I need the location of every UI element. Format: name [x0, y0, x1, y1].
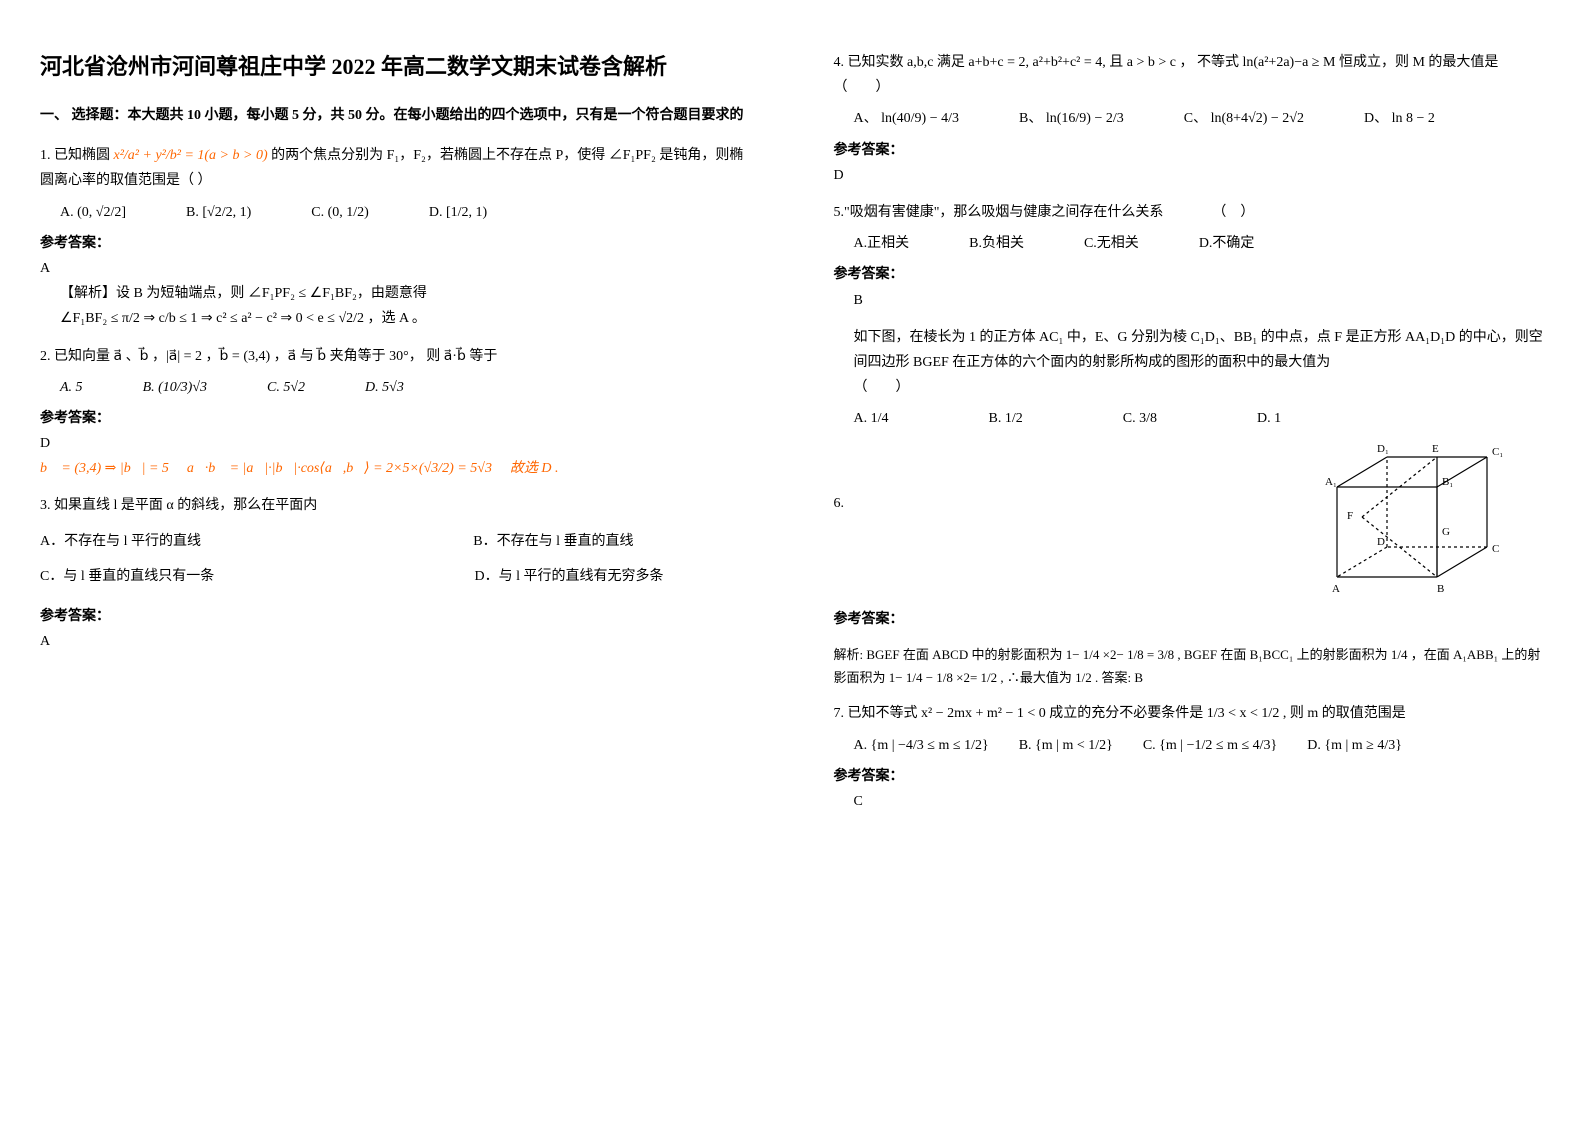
- q5-opt-c: C.无相关: [1084, 231, 1139, 256]
- q4-opt-b: B、 ln(16/9) − 2/3: [1019, 106, 1124, 131]
- cube-label-c: C: [1492, 543, 1499, 555]
- q3-row1: A．不存在与 l 平行的直线 B．不存在与 l 垂直的直线: [40, 529, 754, 554]
- q1-explanation-2: ∠F₁BF₂ ≤ π/2 ⇒ c/b ≤ 1 ⇒ c² ≤ a² − c² ⇒ …: [60, 306, 754, 331]
- q6-explanation: 解析: BGEF 在面 ABCD 中的射影面积为 1− 1/4 ×2− 1/8 …: [834, 643, 1548, 690]
- question-1: 1. 已知椭圆 x²/a² + y²/b² = 1(a > b > 0) 的两个…: [40, 143, 754, 331]
- q2-answer: D: [40, 431, 754, 456]
- q4-opt-d: D、 ln 8 − 2: [1364, 106, 1435, 131]
- cube-label-d: D: [1377, 536, 1385, 548]
- q1-opt-d: D. [1/2, 1): [429, 200, 487, 225]
- q2-stem: 2. 已知向量 a⃗ 、b⃗ ，|a⃗| = 2 ，b⃗ = (3,4) ，a⃗…: [40, 344, 754, 369]
- q6-stem: 如下图，在棱长为 1 的正方体 AC₁ 中，E、G 分别为棱 C₁D₁、BB₁ …: [854, 325, 1548, 401]
- q3-opt-a: A．不存在与 l 平行的直线: [40, 529, 201, 554]
- q7-opt-b: B. {m | m < 1/2}: [1019, 733, 1113, 758]
- q5-opt-b: B.负相关: [969, 231, 1024, 256]
- q1-opt-b: B. [√2/2, 1): [186, 200, 251, 225]
- question-5: 5."吸烟有害健康"，那么吸烟与健康之间存在什么关系 （ ） A.正相关 B.负…: [834, 200, 1548, 313]
- q3-opt-b: B．不存在与 l 垂直的直线: [473, 529, 633, 554]
- q4-opt-a: A、 ln(40/9) − 4/3: [854, 106, 960, 131]
- q4-opt-c: C、 ln(8+4√2) − 2√2: [1184, 106, 1304, 131]
- q3-answer: A: [40, 629, 754, 654]
- cube-label-b: B: [1437, 583, 1444, 595]
- cube-label-a: A: [1332, 583, 1340, 595]
- q2-options: A. 5 B. (10/3)√3 C. 5√2 D. 5√3: [60, 375, 754, 400]
- q1-stem: 1. 已知椭圆 x²/a² + y²/b² = 1(a > b > 0) 的两个…: [40, 143, 754, 193]
- cube-label-d1: D₁: [1377, 443, 1389, 455]
- q2-opt-d: D. 5√3: [365, 375, 404, 400]
- q7-opt-c: C. {m | −1/2 ≤ m ≤ 4/3}: [1143, 733, 1277, 758]
- q7-answer: C: [854, 789, 1548, 814]
- q5-opt-a: A.正相关: [854, 231, 910, 256]
- q3-row2: C．与 l 垂直的直线只有一条 D．与 l 平行的直线有无穷多条: [40, 564, 754, 589]
- left-column: 河北省沧州市河间尊祖庄中学 2022 年高二数学文期末试卷含解析 一、 选择题：…: [0, 0, 794, 1122]
- q1-stem-pre: 1. 已知椭圆: [40, 148, 114, 163]
- cube-label-b1: B₁: [1442, 476, 1453, 488]
- q7-options: A. {m | −4/3 ≤ m ≤ 1/2} B. {m | m < 1/2}…: [854, 733, 1548, 758]
- section-instruction: 一、 选择题：本大题共 10 小题，每小题 5 分，共 50 分。在每小题给出的…: [40, 103, 754, 128]
- q6-answer-label: 参考答案：: [834, 607, 1548, 632]
- q5-options: A.正相关 B.负相关 C.无相关 D.不确定: [854, 231, 1548, 256]
- q7-answer-label: 参考答案：: [834, 764, 1548, 789]
- q6-opt-c: C. 3/8: [1123, 406, 1157, 431]
- q5-opt-d: D.不确定: [1199, 231, 1255, 256]
- question-4: 4. 已知实数 a,b,c 满足 a+b+c = 2, a²+b²+c² = 4…: [834, 50, 1548, 188]
- q1-options: A. (0, √2/2] B. [√2/2, 1) C. (0, 1/2) D.…: [60, 200, 754, 225]
- q2-answer-label: 参考答案：: [40, 406, 754, 431]
- q5-stem: 5."吸烟有害健康"，那么吸烟与健康之间存在什么关系 （ ）: [834, 200, 1548, 225]
- cube-label-g: G: [1442, 526, 1450, 538]
- q4-stem: 4. 已知实数 a,b,c 满足 a+b+c = 2, a²+b²+c² = 4…: [834, 50, 1548, 100]
- q1-equation: x²/a² + y²/b² = 1(a > b > 0): [114, 148, 268, 163]
- cube-diagram: A B C D A₁ B₁ C₁ D₁ E F G: [1307, 427, 1507, 597]
- q6-opt-d: D. 1: [1257, 406, 1281, 431]
- question-7: 7. 已知不等式 x² − 2mx + m² − 1 < 0 成立的充分不必要条…: [834, 701, 1548, 814]
- question-3: 3. 如果直线 l 是平面 α 的斜线，那么在平面内 A．不存在与 l 平行的直…: [40, 493, 754, 654]
- page-title: 河北省沧州市河间尊祖庄中学 2022 年高二数学文期末试卷含解析: [40, 50, 754, 83]
- cube-label-a1: A₁: [1325, 476, 1337, 488]
- q3-opt-c: C．与 l 垂直的直线只有一条: [40, 564, 214, 589]
- q6-opt-b: B. 1/2: [989, 406, 1023, 431]
- q5-answer-label: 参考答案：: [834, 262, 1548, 287]
- q5-answer: B: [854, 288, 1548, 313]
- cube-label-e: E: [1432, 443, 1439, 455]
- q7-opt-d: D. {m | m ≥ 4/3}: [1307, 733, 1402, 758]
- q1-answer: A: [40, 256, 754, 281]
- q1-opt-c: C. (0, 1/2): [311, 200, 369, 225]
- q4-answer-label: 参考答案：: [834, 138, 1548, 163]
- cube-label-f: F: [1347, 510, 1353, 522]
- q3-opt-d: D．与 l 平行的直线有无穷多条: [475, 564, 664, 589]
- q1-explanation-1: 【解析】设 B 为短轴端点，则 ∠F₁PF₂ ≤ ∠F₁BF₂，由题意得: [60, 281, 754, 306]
- q7-stem: 7. 已知不等式 x² − 2mx + m² − 1 < 0 成立的充分不必要条…: [834, 701, 1548, 726]
- q3-answer-label: 参考答案：: [40, 604, 754, 629]
- q2-explanation: b⃗ = (3,4) ⇒ |b⃗| = 5 ， a⃗·b⃗ = |a⃗|·|b⃗…: [40, 456, 754, 481]
- q1-answer-label: 参考答案：: [40, 231, 754, 256]
- q4-answer: D: [834, 163, 1548, 188]
- q3-stem: 3. 如果直线 l 是平面 α 的斜线，那么在平面内: [40, 493, 754, 518]
- q7-opt-a: A. {m | −4/3 ≤ m ≤ 1/2}: [854, 733, 989, 758]
- cube-label-c1: C₁: [1492, 446, 1503, 458]
- q2-opt-c: C. 5√2: [267, 375, 305, 400]
- q4-options: A、 ln(40/9) − 4/3 B、 ln(16/9) − 2/3 C、 l…: [854, 106, 1548, 131]
- question-6: 如下图，在棱长为 1 的正方体 AC₁ 中，E、G 分别为棱 C₁D₁、BB₁ …: [834, 325, 1548, 690]
- right-column: 4. 已知实数 a,b,c 满足 a+b+c = 2, a²+b²+c² = 4…: [794, 0, 1587, 1122]
- q2-opt-b: B. (10/3)√3: [143, 375, 207, 400]
- question-2: 2. 已知向量 a⃗ 、b⃗ ，|a⃗| = 2 ，b⃗ = (3,4) ，a⃗…: [40, 344, 754, 482]
- q1-opt-a: A. (0, √2/2]: [60, 200, 126, 225]
- q6-opt-a: A. 1/4: [854, 406, 889, 431]
- q2-opt-a: A. 5: [60, 375, 83, 400]
